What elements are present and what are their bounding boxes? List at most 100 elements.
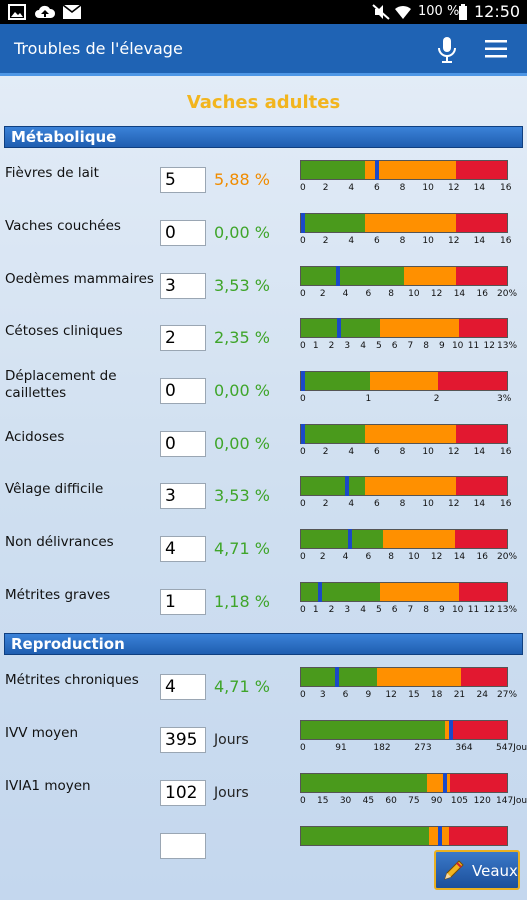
gauge-orange-zone [365, 214, 456, 232]
tick-label: 16 [476, 552, 488, 562]
tick-label: 0 [300, 552, 306, 562]
gauge-orange-zone [377, 668, 462, 686]
tick-label: 147Jours [496, 796, 527, 806]
tick-label: 0 [300, 447, 306, 457]
count-input[interactable]: 0 [160, 220, 206, 246]
gauge-orange-zone [380, 583, 460, 601]
tick-label: 6 [342, 690, 349, 700]
tick-label: 8 [399, 447, 406, 457]
range-gauge [300, 773, 508, 793]
tick-label: 6 [374, 499, 380, 509]
gauge-orange-zone [444, 721, 453, 739]
menu-icon[interactable] [484, 38, 508, 60]
tick-label: 12 [448, 183, 460, 193]
gauge-marker [301, 213, 305, 233]
range-gauge [300, 213, 508, 233]
tick-label: 5 [375, 605, 382, 615]
battery-icon [459, 4, 467, 20]
indicator-row: Acidoses 0 0,00 % 0 2 4 6 8 10 12 14 16 [0, 419, 527, 469]
tick-label: 15 [317, 796, 329, 806]
gauge-green-zone [301, 267, 404, 285]
count-input[interactable]: 2 [160, 325, 206, 351]
count-input[interactable]: 4 [160, 536, 206, 562]
status-bar: 100 % 12:50 [0, 0, 527, 24]
row-label: Fièvres de lait [5, 165, 99, 181]
row-label: Vaches couchées [5, 218, 121, 234]
gauge-green-zone [301, 721, 445, 739]
indicator-row: IVV moyen 395 Jours 0 91 182 273 364 547Jours [0, 715, 527, 765]
tick-label: 60 [385, 796, 397, 806]
tick-label: 2 [322, 183, 329, 193]
count-input[interactable]: 0 [160, 378, 206, 404]
count-input[interactable]: 1 [160, 589, 206, 615]
tick-label: 5 [375, 341, 382, 351]
count-input[interactable] [160, 833, 206, 859]
tick-label: 2 [433, 394, 440, 404]
count-input[interactable]: 4 [160, 674, 206, 700]
tick-label: 14 [473, 499, 486, 509]
tick-label: 14 [473, 236, 486, 246]
percent-value: 0,00 % [214, 381, 270, 400]
tick-label: 12 [430, 552, 443, 562]
veaux-button[interactable]: Veaux [434, 850, 520, 890]
app-bar: Troubles de l'élevage [0, 24, 527, 76]
pencil-icon [444, 860, 464, 880]
image-icon [8, 4, 26, 20]
gauge-ticks: 0 2 4 6 8 10 12 14 16 [300, 183, 511, 195]
tick-label: 10 [422, 447, 434, 457]
tick-label: 10 [408, 289, 420, 299]
percent-value: Jours [214, 732, 249, 748]
count-input[interactable]: 0 [160, 431, 206, 457]
indicator-row: Métrites graves 1 1,18 % 0 1 2 3 4 5 6 7 8 9 10 11 12 13… [0, 577, 527, 627]
tick-label: 16 [500, 236, 512, 246]
gauge-ticks: 0 91 182 273 364 547Jours [300, 743, 527, 755]
gauge-green-zone [301, 372, 370, 390]
app-title: Troubles de l'élevage [14, 39, 183, 58]
gauge-ticks: 0 2 4 6 8 10 12 14 16 [300, 236, 512, 248]
gauge-ticks: 0 3 6 9 12 15 18 21 24 27% [300, 690, 517, 702]
tick-label: 12 [483, 341, 495, 351]
battery-percent: 100 % [418, 4, 460, 19]
tick-label: 1 [312, 605, 319, 615]
count-input[interactable]: 395 [160, 727, 206, 753]
row-label: IVV moyen [5, 725, 79, 741]
tick-label: 15 [408, 690, 420, 700]
tick-label: 0 [300, 690, 306, 700]
gauge-marker [301, 424, 305, 444]
range-gauge [300, 667, 508, 687]
indicator-row: Oedèmes mammaires 3 3,53 % 0 2 4 6 8 10 12 14 16 20% [0, 261, 527, 311]
row-label: IVIA1 moyen [5, 778, 91, 794]
gauge-marker [443, 773, 448, 793]
tick-label: 8 [423, 341, 430, 351]
tick-label: 1 [312, 341, 319, 351]
gauge-red-zone [455, 477, 507, 495]
mic-icon[interactable] [436, 36, 458, 64]
gauge-red-zone [449, 774, 507, 792]
section-header-0: Métabolique [4, 126, 523, 148]
percent-value: 2,35 % [214, 328, 270, 347]
count-input[interactable]: 102 [160, 780, 206, 806]
count-input[interactable]: 5 [160, 167, 206, 193]
gauge-ticks: 0 1 2 3 4 5 6 7 8 9 10 11 12 13% [300, 605, 517, 617]
gauge-red-zone [461, 668, 507, 686]
tick-label: 10 [422, 183, 434, 193]
tick-label: 8 [399, 236, 406, 246]
gauge-red-zone [455, 425, 507, 443]
gauge-red-zone [455, 530, 507, 548]
range-gauge [300, 371, 508, 391]
tick-label: 21 [453, 690, 466, 700]
count-input[interactable]: 3 [160, 273, 206, 299]
gauge-red-zone [452, 721, 507, 739]
tick-label: 0 [300, 743, 306, 753]
tick-label: 7 [407, 341, 414, 351]
veaux-label: Veaux [472, 862, 518, 880]
wifi-icon [395, 5, 411, 19]
tick-label: 4 [342, 552, 349, 562]
tick-label: 4 [360, 341, 366, 351]
count-input[interactable]: 3 [160, 483, 206, 509]
tick-label: 12 [430, 289, 443, 299]
gauge-red-zone [455, 214, 507, 232]
gauge-orange-zone [383, 530, 456, 548]
gauge-marker [344, 476, 349, 496]
tick-label: 91 [335, 743, 347, 753]
